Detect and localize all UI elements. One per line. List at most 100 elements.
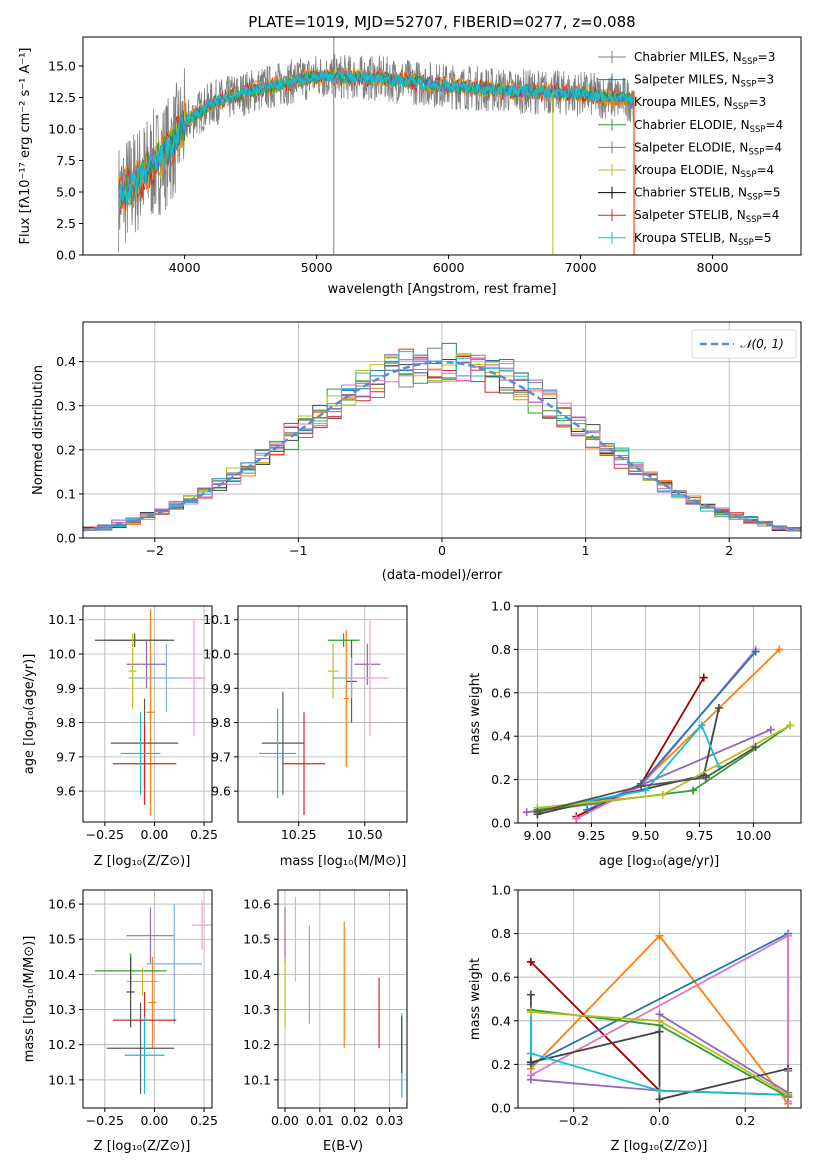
weight-marker bbox=[641, 786, 650, 795]
y-tick-label: 10.3 bbox=[243, 1002, 271, 1017]
y-tick-label: 10.0 bbox=[48, 121, 76, 136]
ebv-mass-ticks: 0.00 0.01 0.02 0.03 10.1 10.2 10.3 10.4 10.5 10.6 bbox=[243, 897, 403, 1128]
x-tick-label: 0.2 bbox=[735, 1113, 755, 1128]
weight-marker bbox=[751, 743, 760, 752]
mass-age-xlabel: mass [log₁₀(M/M⊙)] bbox=[280, 854, 407, 869]
y-tick-label: 9.6 bbox=[56, 784, 76, 799]
mass-age-frame bbox=[237, 605, 408, 823]
z-mass-ticks: −0.25 0.00 0.25 10.1 10.2 10.3 10.4 10.5 10.6 bbox=[48, 897, 218, 1128]
weight-marker bbox=[699, 673, 708, 682]
y-tick-label: 9.7 bbox=[211, 749, 231, 764]
x-tick-label: 1 bbox=[582, 543, 590, 558]
x-tick-label: 10.00 bbox=[736, 828, 772, 843]
ebv-mass-panel: 0.00 0.01 0.02 0.03 10.1 10.2 10.3 10.4 10.5 10.6… bbox=[243, 889, 408, 1154]
spectrum-ticks: 4000 5000 6000 7000 8000 0.0 2.5 5.0 7.5 10.0 12.5… bbox=[48, 58, 728, 275]
x-tick-label: 7000 bbox=[565, 260, 597, 275]
weight-marker bbox=[775, 645, 784, 654]
y-tick-label: 10.3 bbox=[48, 1002, 76, 1017]
age-weight-frame bbox=[517, 605, 802, 824]
x-tick-label: −0.25 bbox=[86, 1113, 124, 1128]
x-tick-label: 0.0 bbox=[650, 1113, 670, 1128]
y-tick-label: 10.6 bbox=[48, 897, 76, 912]
weight-marker bbox=[784, 931, 793, 940]
weight-marker bbox=[522, 808, 531, 817]
residual-xlabel: (data-model)/error bbox=[382, 568, 503, 583]
x-tick-label: 0.00 bbox=[271, 1113, 299, 1128]
x-tick-label: 0.02 bbox=[341, 1113, 369, 1128]
y-tick-label: 9.8 bbox=[211, 715, 231, 730]
weight-marker bbox=[526, 1049, 535, 1058]
age-weight-plot-area bbox=[518, 605, 801, 824]
y-tick-label: 0.2 bbox=[491, 772, 511, 787]
residual-legend-label: 𝒩(0, 1) bbox=[740, 337, 784, 351]
y-tick-label: 10.2 bbox=[243, 1037, 271, 1052]
x-tick-label: 0.00 bbox=[141, 827, 169, 842]
age-weight-xlabel: age [log₁₀(age/yr)] bbox=[599, 854, 720, 869]
z-weight-panel: −0.2 0.0 0.2 0.0 0.2 0.4 0.6 0.8 1.0 Z [log₁₀(Z/… bbox=[468, 883, 802, 1154]
x-tick-label: 9.75 bbox=[686, 828, 714, 843]
legend-label: Salpeter ELODIE, NSSP=4 bbox=[634, 140, 782, 157]
legend-label: Kroupa STELIB, NSSP=5 bbox=[634, 231, 772, 248]
weight-marker bbox=[572, 814, 581, 823]
weight-marker bbox=[637, 782, 646, 791]
mass-age-ticks: 10.25 10.50 9.6 9.7 9.8 9.9 10.0 10.1 bbox=[203, 612, 383, 842]
residual-histogram bbox=[83, 357, 801, 532]
weight-marker bbox=[655, 1095, 664, 1104]
z-age-ylabel: age [log₁₀(age/yr)] bbox=[22, 654, 37, 775]
age-weight-ylabel: mass weight bbox=[468, 673, 483, 755]
y-tick-label: 0.6 bbox=[491, 685, 511, 700]
y-tick-label: 0.0 bbox=[491, 1101, 511, 1116]
z-age-plot-area bbox=[83, 606, 212, 822]
weight-marker bbox=[784, 1093, 793, 1102]
weight-marker bbox=[655, 1086, 664, 1095]
ebv-mass-plot-area bbox=[278, 890, 407, 1108]
weight-line bbox=[537, 723, 720, 811]
weight-marker bbox=[658, 790, 667, 799]
residual-plot-area bbox=[82, 322, 802, 539]
x-tick-label: 10.50 bbox=[347, 827, 383, 842]
z-weight-xlabel: Z [log₁₀(Z/Z⊙)] bbox=[611, 1139, 708, 1154]
ebv-mass-frame bbox=[277, 889, 408, 1109]
age-weight-panel: 9.00 9.25 9.50 9.75 10.000.00.20.40.60.81.0 … bbox=[468, 599, 802, 869]
y-tick-label: 12.5 bbox=[48, 90, 76, 105]
y-tick-label: 0.2 bbox=[491, 1057, 511, 1072]
legend-label: Salpeter STELIB, NSSP=4 bbox=[634, 208, 779, 225]
y-tick-label: 10.2 bbox=[48, 1037, 76, 1052]
y-tick-label: 5.0 bbox=[56, 184, 76, 199]
weight-marker bbox=[583, 805, 592, 814]
y-tick-label: 9.9 bbox=[211, 681, 231, 696]
legend-label: Chabrier STELIB, NSSP=5 bbox=[634, 186, 781, 203]
legend-label: Salpeter MILES, NSSP=3 bbox=[634, 73, 774, 90]
weight-line bbox=[575, 677, 705, 818]
residual-ticks: −2 −1 0 1 2 0.0 0.1 0.2 0.3 0.4 bbox=[56, 354, 733, 558]
y-tick-label: 9.9 bbox=[56, 681, 76, 696]
weight-marker bbox=[526, 1075, 535, 1084]
weight-marker bbox=[655, 931, 664, 940]
z-weight-ylabel: mass weight bbox=[468, 958, 483, 1040]
weight-marker bbox=[714, 703, 723, 712]
z-mass-plot-area bbox=[83, 890, 212, 1108]
residual-legend-box bbox=[691, 329, 797, 359]
x-tick-label: 6000 bbox=[433, 260, 465, 275]
y-tick-label: 10.0 bbox=[203, 647, 231, 662]
residual-histogram bbox=[83, 347, 801, 531]
x-tick-label: 0.25 bbox=[190, 827, 218, 842]
y-tick-label: 0.1 bbox=[56, 486, 76, 501]
y-tick-label: 0.2 bbox=[56, 442, 76, 457]
ebv-mass-xlabel: E(B-V) bbox=[323, 1139, 363, 1154]
y-tick-label: 10.4 bbox=[243, 967, 271, 982]
x-tick-label: 9.00 bbox=[524, 828, 552, 843]
y-tick-label: 10.5 bbox=[243, 932, 271, 947]
y-tick-label: 0.0 bbox=[56, 248, 76, 263]
x-tick-label: 2 bbox=[725, 543, 733, 558]
z-age-ticks: −0.25 0.00 0.25 9.6 9.7 9.8 9.9 10.0 10.1 bbox=[48, 612, 218, 842]
y-tick-label: 2.5 bbox=[56, 216, 76, 231]
spectrum-ylabel: Flux [fλ10⁻¹⁷ erg cm⁻² s⁻¹ A⁻¹] bbox=[18, 48, 33, 245]
y-tick-label: 10.4 bbox=[48, 967, 76, 982]
weight-marker bbox=[751, 647, 760, 656]
y-tick-label: 0.8 bbox=[491, 642, 511, 657]
x-tick-label: −1 bbox=[289, 543, 307, 558]
y-tick-label: 0.0 bbox=[491, 816, 511, 831]
weight-marker bbox=[533, 808, 542, 817]
y-tick-label: 10.1 bbox=[243, 1072, 271, 1087]
